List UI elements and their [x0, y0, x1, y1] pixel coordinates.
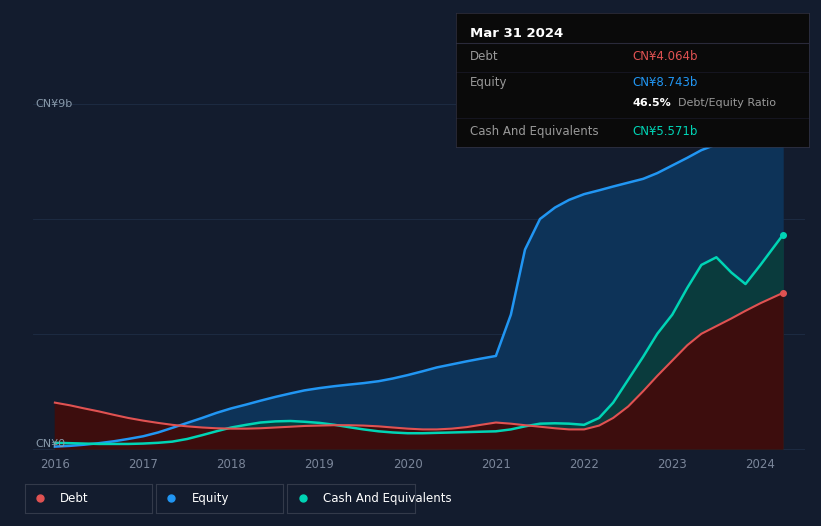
Text: 46.5%: 46.5%	[632, 98, 671, 108]
Text: CN¥8.743b: CN¥8.743b	[632, 76, 698, 89]
Text: Mar 31 2024: Mar 31 2024	[470, 26, 563, 39]
Text: CN¥9b: CN¥9b	[35, 99, 73, 109]
Text: Cash And Equivalents: Cash And Equivalents	[470, 125, 599, 138]
Text: Debt: Debt	[470, 49, 498, 63]
Text: CN¥4.064b: CN¥4.064b	[632, 49, 698, 63]
Text: CN¥5.571b: CN¥5.571b	[632, 125, 698, 138]
Text: CN¥0: CN¥0	[35, 439, 66, 449]
Text: Cash And Equivalents: Cash And Equivalents	[323, 492, 452, 505]
Text: Equity: Equity	[191, 492, 229, 505]
Text: Debt: Debt	[60, 492, 89, 505]
Text: Debt/Equity Ratio: Debt/Equity Ratio	[678, 98, 776, 108]
Text: Equity: Equity	[470, 76, 507, 89]
